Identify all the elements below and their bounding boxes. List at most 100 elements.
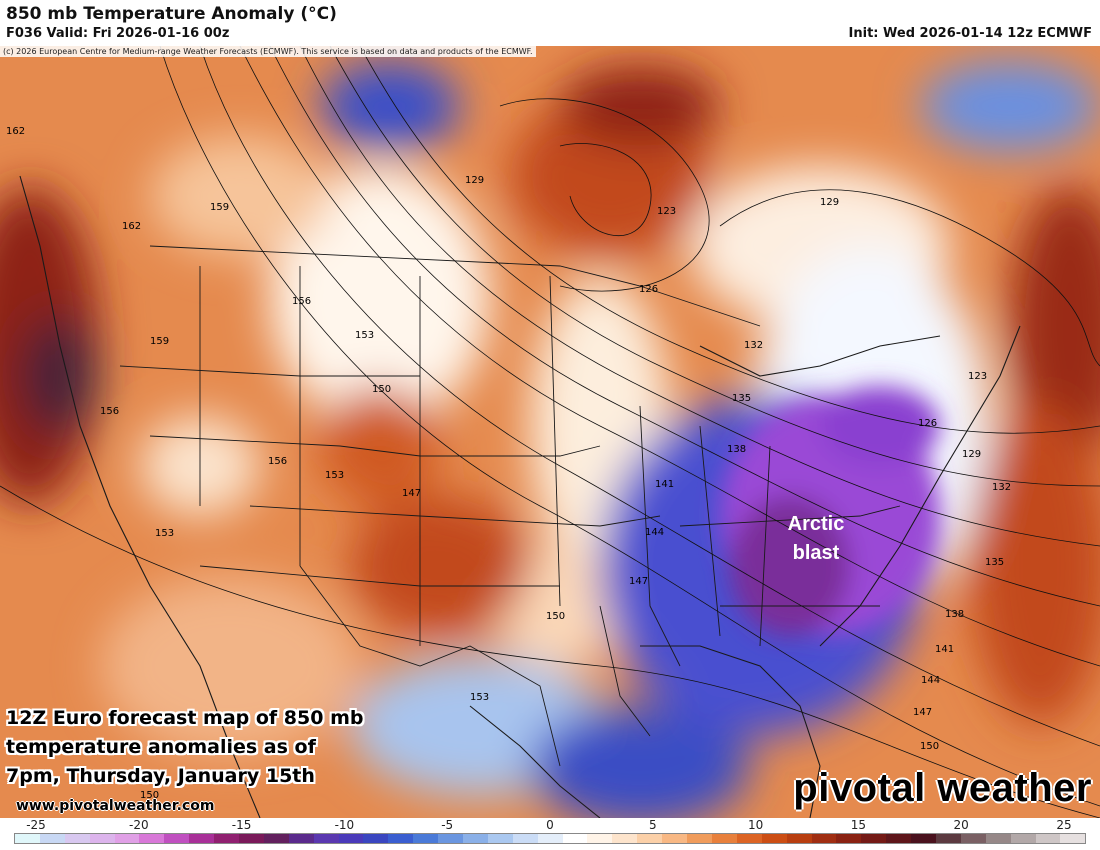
colorbar-tick-label: 0 [546, 818, 554, 832]
contour-label: 132 [744, 340, 763, 351]
colorbar-tick-label: 15 [850, 818, 867, 832]
contour-label: 150 [140, 790, 159, 801]
colorbar-swatch [911, 834, 936, 843]
colorbar-tick-label: 20 [953, 818, 969, 832]
contour-label: 147 [629, 576, 648, 587]
contour-label: 126 [918, 418, 937, 429]
colorbar-swatch [263, 834, 289, 843]
colorbar-swatch [736, 834, 762, 843]
colorbar-swatch [960, 834, 986, 843]
colorbar-swatch [239, 834, 264, 843]
colorbar-swatch [562, 834, 588, 843]
contour-label: 153 [470, 692, 489, 703]
colorbar-swatch [935, 834, 961, 843]
valid-time: F036 Valid: Fri 2026-01-16 00z [6, 26, 230, 41]
contour-label: 144 [645, 527, 664, 538]
colorbar-swatch [612, 834, 638, 843]
contour-label: 153 [355, 330, 374, 341]
contour-label: 123 [657, 206, 676, 217]
colorbar-tick-label: 10 [747, 818, 764, 832]
colorbar-labels: -25 -20 -15 -10 -5 0 5 10 15 20 25 [0, 818, 1100, 832]
map-caption: 12Z Euro forecast map of 850 mb temperat… [6, 707, 364, 787]
contour-label: 135 [985, 557, 1004, 568]
contour-label: 156 [292, 296, 311, 307]
colorbar-swatch [836, 834, 862, 843]
contour-label: 162 [122, 221, 141, 232]
colorbar-swatch [786, 834, 812, 843]
contour-label: 150 [546, 611, 565, 622]
arctic-blast-label: Arctic blast [787, 513, 845, 564]
colorbar-swatch [886, 834, 912, 843]
colorbar-swatch [811, 834, 837, 843]
contour-label: 150 [920, 741, 939, 752]
colorbar-swatch [89, 834, 115, 843]
colorbar-swatch [114, 834, 140, 843]
contour-label: 129 [962, 449, 981, 460]
colorbar-tick-label: -25 [26, 818, 46, 832]
map-title: 850 mb Temperature Anomaly (°C) [6, 4, 337, 24]
colorbar-swatch [637, 834, 663, 843]
colorbar-swatch [313, 834, 339, 843]
contour-label: 153 [325, 470, 344, 481]
colorbar-swatch [687, 834, 712, 843]
colorbar-swatch [438, 834, 464, 843]
colorbar-swatch [164, 834, 190, 843]
contour-label: 123 [968, 371, 987, 382]
init-time: Init: Wed 2026-01-14 12z ECMWF [848, 26, 1092, 41]
contour-label: 144 [921, 675, 940, 686]
colorbar-tick-label: 5 [648, 818, 657, 832]
colorbar-swatch [1010, 834, 1036, 843]
colorbar-tick-label: 25 [1056, 818, 1072, 832]
colorbar-swatch [64, 834, 90, 843]
colorbar-swatch [388, 834, 414, 843]
contour-label: 132 [992, 482, 1011, 493]
colorbar-swatch [537, 834, 563, 843]
colorbar-swatch [189, 834, 215, 843]
contour-label: 153 [155, 528, 174, 539]
contour-label: 162 [6, 126, 25, 137]
political-boundaries [119, 245, 901, 767]
colorbar-swatch [662, 834, 688, 843]
contour-label: 126 [639, 284, 658, 295]
colorbar-swatch [214, 834, 240, 843]
contour-label: 156 [268, 456, 287, 467]
colorbar-tick-label: -10 [334, 818, 355, 832]
contour-label: 150 [372, 384, 391, 395]
colorbar-swatch [1035, 834, 1061, 843]
height-contours [0, 46, 1100, 818]
colorbar [14, 833, 1086, 844]
colorbar-swatch [139, 834, 165, 843]
colorbar-swatch [39, 834, 65, 843]
contour-label: 129 [820, 197, 839, 208]
colorbar-swatch [15, 834, 40, 843]
contour-label: 156 [100, 406, 119, 417]
colorbar-tick-label: -5 [441, 818, 454, 832]
colorbar-swatch [338, 834, 364, 843]
contour-label: 159 [210, 202, 229, 213]
colorbar-swatch [288, 834, 314, 843]
colorbar-swatch [761, 834, 787, 843]
contour-label: 141 [655, 479, 674, 490]
contour-label: 138 [945, 609, 964, 620]
contour-label: 147 [913, 707, 932, 718]
colorbar-swatch [487, 834, 513, 843]
colorbar-swatch [587, 834, 613, 843]
contour-label: 138 [727, 444, 746, 455]
contour-label-group: 162 162 159 159 156 156 153 153 150 156 … [6, 126, 1011, 801]
colorbar-swatch [363, 834, 389, 843]
contour-label: 141 [935, 644, 954, 655]
colorbar-swatch [861, 834, 887, 843]
map-header: 850 mb Temperature Anomaly (°C) F036 Val… [0, 0, 1100, 46]
colorbar-tick-label: -20 [128, 818, 149, 832]
colorbar-swatch [512, 834, 538, 843]
anomaly-map: 162 162 159 159 156 156 153 153 150 156 … [0, 46, 1100, 818]
contour-label: 135 [732, 393, 751, 404]
colorbar-swatch [463, 834, 488, 843]
coastlines [19, 175, 1021, 818]
colorbar-swatch [711, 834, 737, 843]
brand-logo: pivotal weather [793, 766, 1092, 810]
site-url: www.pivotalweather.com [16, 798, 215, 814]
colorbar-swatch [1060, 834, 1086, 843]
colorbar-tick-label: -15 [231, 818, 252, 832]
colorbar-swatch [985, 834, 1011, 843]
